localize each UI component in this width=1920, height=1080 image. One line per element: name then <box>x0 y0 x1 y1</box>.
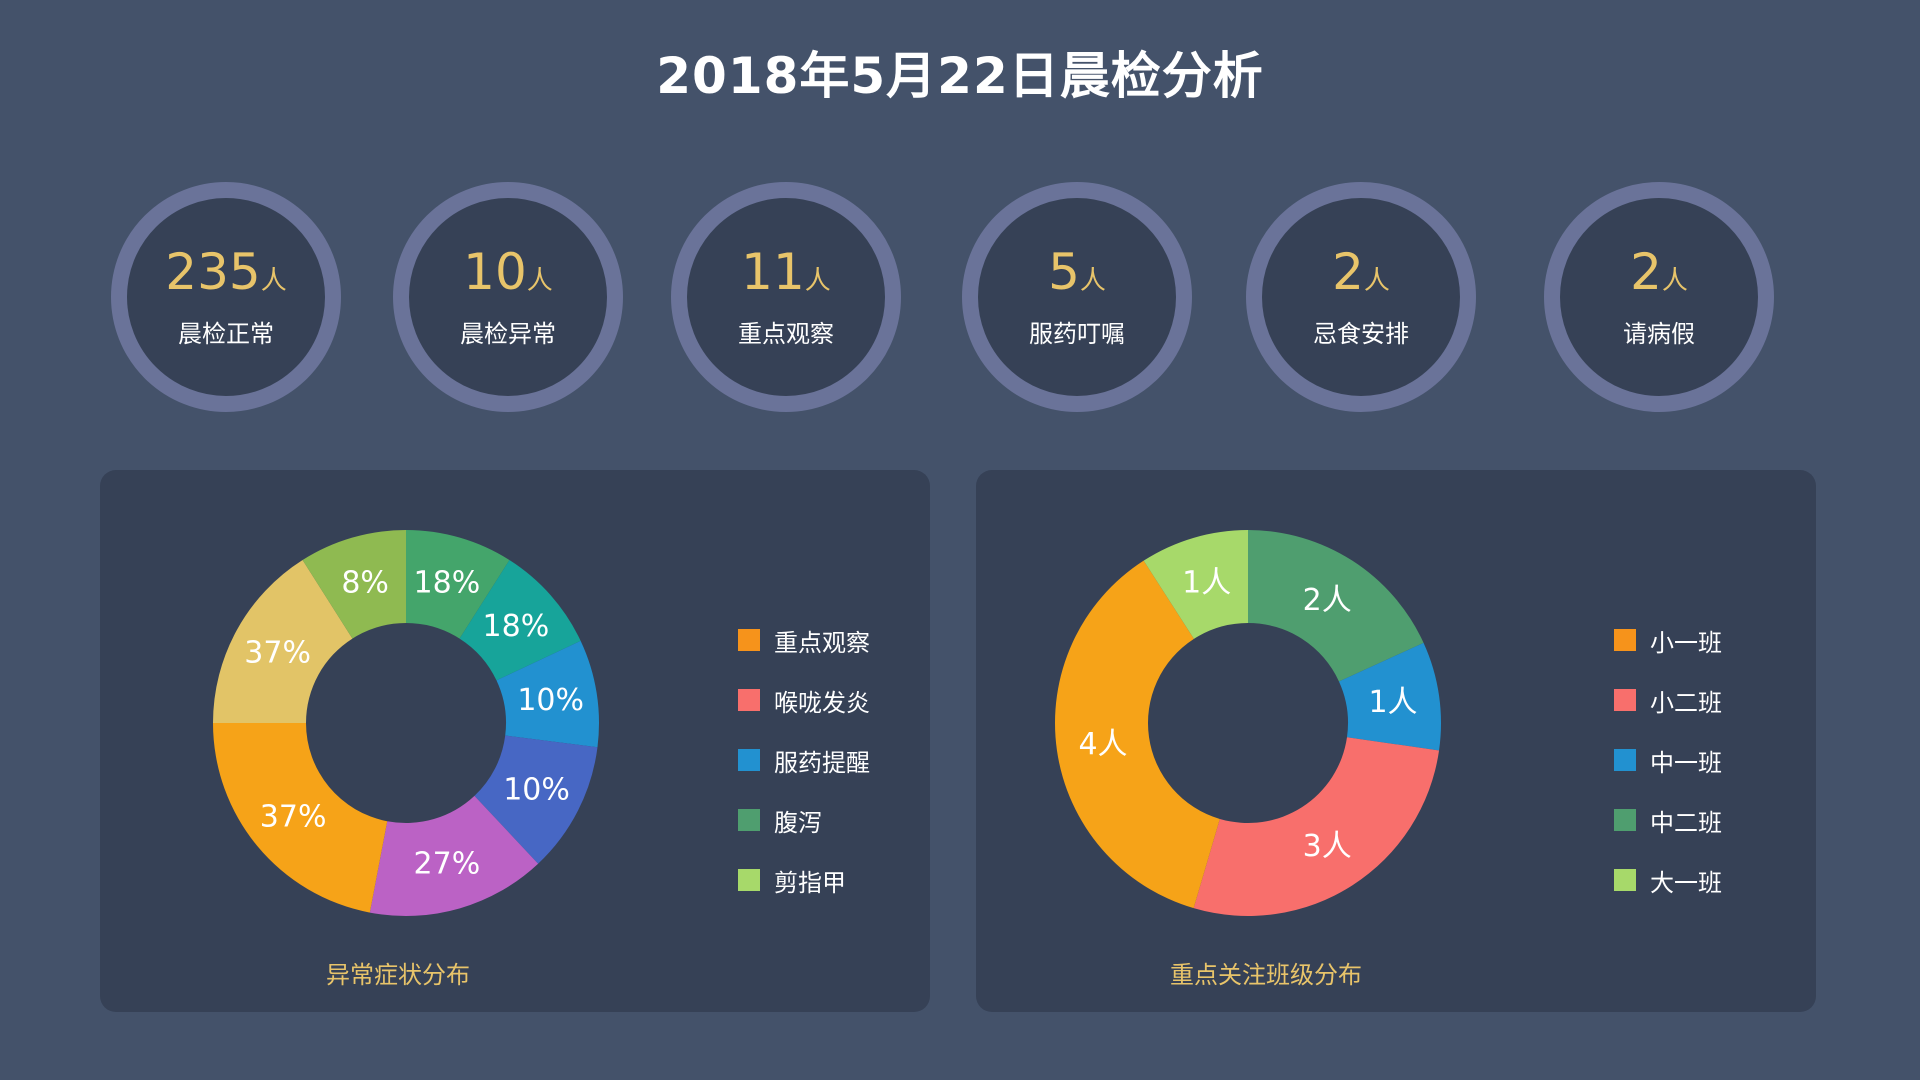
donut-slice <box>369 795 539 916</box>
legend-label: 小二班 <box>1650 688 1722 717</box>
chart-title: 重点关注班级分布 <box>1170 961 1362 989</box>
legend-swatch <box>1614 749 1636 771</box>
stat-number: 10 <box>463 243 527 301</box>
legend-swatch <box>738 869 760 891</box>
stat-unit: 人 <box>1079 266 1106 296</box>
slice-label: 1人 <box>1182 565 1231 600</box>
legend-item: 腹泻 <box>738 790 870 850</box>
legend-swatch <box>1614 629 1636 651</box>
slice-label: 10% <box>517 683 584 718</box>
class-chart-panel: 2人 1人 3人 4人 1人 小一班 小二班 中一班 中二班 大一班 重点关注班级分布 <box>976 470 1816 1012</box>
stat-value: 11人 <box>741 245 831 308</box>
stat-number: 11 <box>741 243 805 301</box>
stat-value: 235人 <box>165 245 286 308</box>
stat-unit: 人 <box>526 266 553 296</box>
legend-item: 服药提醒 <box>738 730 870 790</box>
legend-swatch <box>738 749 760 771</box>
slice-label: 3人 <box>1303 829 1352 864</box>
donut-slice <box>1055 560 1220 909</box>
stat-label: 服药叮嘱 <box>1029 320 1125 348</box>
slice-label: 1人 <box>1368 685 1417 720</box>
legend-label: 中一班 <box>1650 748 1722 777</box>
stats-row: 235人 晨检正常 10人 晨检异常 11人 重点观察 5人 服药叮嘱 2人 忌… <box>0 182 1920 412</box>
donut-slice <box>1193 737 1440 916</box>
stat-unit: 人 <box>804 266 831 296</box>
slice-label: 4人 <box>1078 727 1127 762</box>
stat-number: 2 <box>1630 243 1662 301</box>
slice-label: 2人 <box>1303 583 1352 618</box>
legend-item: 大一班 <box>1614 850 1722 910</box>
chart-title: 异常症状分布 <box>326 961 470 989</box>
symptom-legend: 重点观察 喉咙发炎 服药提醒 腹泻 剪指甲 <box>738 610 870 910</box>
legend-item: 中一班 <box>1614 730 1722 790</box>
stat-label: 请病假 <box>1623 320 1695 348</box>
stat-label: 晨检正常 <box>178 320 274 348</box>
donut-slice <box>1143 530 1248 639</box>
stat-unit: 人 <box>1661 266 1688 296</box>
donut-slice <box>406 530 510 639</box>
stat-number: 5 <box>1048 243 1080 301</box>
legend-label: 中二班 <box>1650 808 1722 837</box>
stat-medication: 5人 服药叮嘱 <box>962 182 1192 412</box>
stat-sick-leave: 2人 请病假 <box>1544 182 1774 412</box>
legend-label: 重点观察 <box>774 628 870 657</box>
legend-item: 小二班 <box>1614 670 1722 730</box>
legend-swatch <box>738 809 760 831</box>
stat-label: 晨检异常 <box>460 320 556 348</box>
legend-swatch <box>1614 869 1636 891</box>
symptom-donut-chart: 18%18% 10% 10% 27% 37% 37% 8% <box>213 530 599 916</box>
stat-abnormal: 10人 晨检异常 <box>393 182 623 412</box>
stat-normal: 235人 晨检正常 <box>111 182 341 412</box>
legend-swatch <box>1614 689 1636 711</box>
symptom-chart-panel: 18% 18% 10% 10% 27% 37% 37% 8% 重点观察 喉咙发炎 服药提醒 腹… <box>100 470 930 1012</box>
donut-slice <box>1338 642 1441 751</box>
legend-swatch <box>738 629 760 651</box>
donut-slice <box>302 530 406 639</box>
class-legend: 小一班 小二班 中一班 中二班 大一班 <box>1614 610 1722 910</box>
stat-value: 10人 <box>463 245 553 308</box>
legend-label: 大一班 <box>1650 868 1722 897</box>
legend-label: 小一班 <box>1650 628 1722 657</box>
stat-unit: 人 <box>260 266 287 296</box>
legend-swatch <box>1614 809 1636 831</box>
donut-slice <box>1248 530 1424 682</box>
legend-item: 小一班 <box>1614 610 1722 670</box>
slice-label: 37% <box>260 799 327 834</box>
stat-value: 5人 <box>1048 245 1106 308</box>
slice-label: 10% <box>503 773 570 808</box>
slice-label: 18% <box>414 565 481 600</box>
legend-item: 喉咙发炎 <box>738 670 870 730</box>
slice-label: 27% <box>414 847 481 882</box>
stat-label: 重点观察 <box>738 320 834 348</box>
slice-label: 37% <box>244 635 311 670</box>
slice-label: 18% <box>483 609 550 644</box>
donut-slice <box>459 560 581 681</box>
donut-slice <box>496 640 599 748</box>
stat-value: 2人 <box>1332 245 1390 308</box>
donut-slice <box>213 560 353 723</box>
legend-label: 剪指甲 <box>774 868 846 897</box>
stat-number: 235 <box>165 243 261 301</box>
stat-unit: 人 <box>1363 266 1390 296</box>
stat-diet: 2人 忌食安排 <box>1246 182 1476 412</box>
page-title: 2018年5月22日晨检分析 <box>656 47 1264 105</box>
legend-item: 重点观察 <box>738 610 870 670</box>
donut-slice <box>474 735 598 864</box>
legend-label: 服药提醒 <box>774 748 870 777</box>
stat-label: 忌食安排 <box>1313 320 1409 348</box>
legend-item: 剪指甲 <box>738 850 870 910</box>
legend-swatch <box>738 689 760 711</box>
stat-observation: 11人 重点观察 <box>671 182 901 412</box>
stat-number: 2 <box>1332 243 1364 301</box>
slice-label: 8% <box>341 565 389 600</box>
class-donut-chart: 2人 1人 3人 4人 1人 <box>1055 530 1441 916</box>
legend-label: 喉咙发炎 <box>774 688 870 717</box>
legend-item: 中二班 <box>1614 790 1722 850</box>
stat-value: 2人 <box>1630 245 1688 308</box>
legend-label: 腹泻 <box>774 808 822 837</box>
donut-slice <box>213 723 388 913</box>
